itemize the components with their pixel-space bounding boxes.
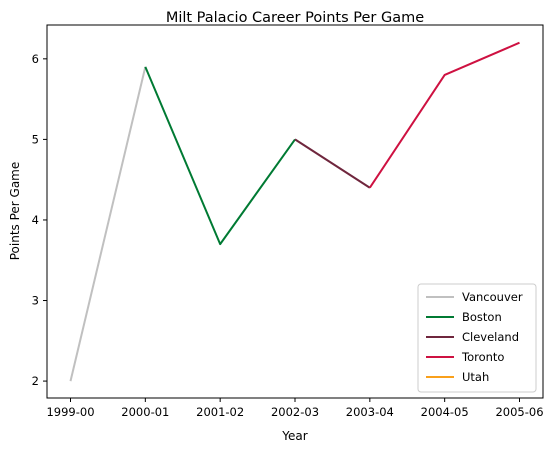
y-tick-label: 6 (32, 52, 39, 66)
y-axis-label: Points Per Game (8, 162, 22, 261)
series-line-toronto (369, 41, 520, 189)
x-tick-label: 2000-01 (121, 405, 169, 419)
y-tick-label: 5 (32, 132, 39, 146)
series-line-vancouver (69, 66, 147, 382)
y-tick-label: 3 (32, 294, 39, 308)
legend-entry: Vancouver (462, 290, 523, 304)
legend-entry: Utah (462, 370, 489, 384)
x-axis: 1999-00 2000-01 2001-02 2002-03 2003-04 2004-… (46, 398, 544, 419)
legend-entry: Toronto (461, 350, 504, 364)
series-line-cleveland (294, 138, 371, 189)
x-tick-label: 2005-06 (495, 405, 543, 419)
y-axis: 2 3 4 5 6 (32, 52, 47, 388)
x-tick-label: 2004-05 (421, 405, 469, 419)
series-layer (69, 41, 520, 382)
x-axis-label: Year (281, 429, 307, 443)
x-tick-label: 2003-04 (346, 405, 394, 419)
legend: Vancouver Boston Cleveland Toronto Utah (417, 283, 537, 393)
legend-entry: Cleveland (462, 330, 519, 344)
y-tick-label: 2 (32, 374, 39, 388)
series-line-boston (144, 66, 296, 246)
y-tick-label: 4 (32, 213, 39, 227)
x-tick-label: 1999-00 (46, 405, 94, 419)
chart-title: Milt Palacio Career Points Per Game (166, 10, 424, 26)
x-tick-label: 2002-03 (271, 405, 319, 419)
legend-box (417, 283, 537, 393)
x-tick-label: 2001-02 (196, 405, 244, 419)
legend-entry: Boston (462, 310, 502, 324)
